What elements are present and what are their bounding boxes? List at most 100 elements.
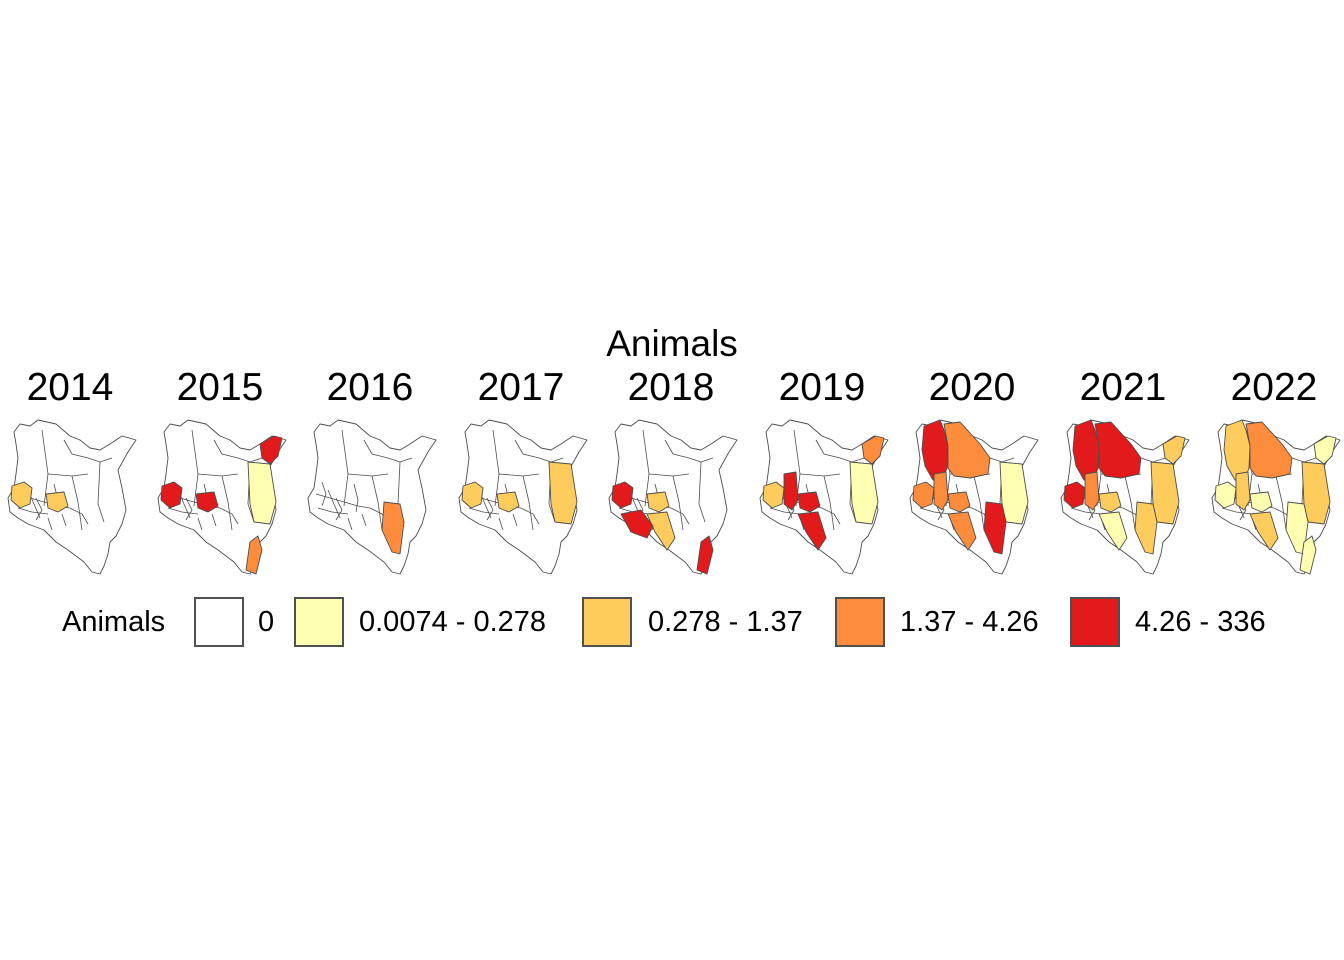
kenya-map-2022 [1211, 419, 1341, 575]
country-outline [608, 419, 738, 575]
country-outline [7, 419, 137, 575]
county-boundary [522, 475, 534, 531]
map-panel-2022: 2022 [1204, 365, 1344, 577]
county-rift [783, 471, 799, 511]
county-boundary [317, 507, 349, 515]
county-west [1214, 481, 1237, 509]
county-boundary [71, 475, 83, 531]
county-boundary [17, 507, 49, 515]
kenya-map-2021 [1060, 419, 1190, 575]
county-south [797, 511, 827, 551]
county-boundary [672, 475, 684, 531]
panel-year-label: 2018 [627, 366, 715, 409]
county-boundary [167, 507, 199, 515]
county-west [611, 481, 634, 509]
county-south [1249, 511, 1279, 551]
county-boundary [498, 517, 504, 531]
county-boundary [185, 497, 193, 521]
country-outline [458, 419, 588, 575]
panel-year-label: 2015 [176, 366, 264, 409]
county-boundary [219, 507, 239, 525]
panel-year-label: 2021 [1079, 366, 1167, 409]
county-boundary [371, 475, 383, 531]
county-boundary [61, 513, 67, 527]
panel-year-label: 2016 [326, 366, 414, 409]
county-boundary [514, 439, 540, 459]
county-east [247, 461, 277, 525]
county-boundary [1221, 507, 1253, 515]
county-boundary [353, 483, 359, 513]
figure-title: Animals [606, 323, 738, 364]
legend-label-2: 0.278 - 1.37 [648, 606, 803, 638]
panel-year-label: 2020 [928, 366, 1016, 409]
county-rift [1235, 471, 1251, 511]
county-north [1245, 421, 1293, 479]
county-southwest [620, 509, 654, 539]
kenya-map-2019 [759, 419, 889, 575]
map-panel-2015: 2015 [150, 365, 290, 577]
county-west [762, 481, 785, 509]
county-south [646, 511, 676, 551]
legend-label-3: 1.37 - 4.26 [900, 606, 1039, 638]
county-boundary [221, 475, 233, 531]
county-boundary [664, 439, 690, 459]
panel-year-label: 2022 [1230, 366, 1318, 409]
legend-label-4: 4.26 - 336 [1135, 606, 1266, 638]
map-panel-2020: 2020 [902, 365, 1042, 577]
county-boundary [347, 517, 353, 531]
county-central [1249, 491, 1273, 513]
county-boundary [670, 507, 690, 525]
county-south [1098, 511, 1128, 551]
county-southeast [983, 501, 1007, 555]
county-central [947, 491, 971, 513]
county-boundary [520, 507, 540, 525]
county-boundary [97, 461, 105, 523]
county-boundary [197, 517, 203, 531]
county-east [548, 461, 578, 525]
county-west [10, 481, 33, 509]
county-west [461, 481, 484, 509]
county-boundary [1070, 507, 1102, 515]
county-coast [245, 535, 263, 575]
map-panel-2021: 2021 [1053, 365, 1193, 577]
map-panel-2014: 2014 [0, 365, 140, 577]
legend-key-3 [835, 597, 885, 647]
county-southeast [381, 501, 405, 555]
legend-key-4 [1070, 597, 1120, 647]
county-northeast [861, 435, 885, 465]
county-boundary [821, 507, 841, 525]
county-coast [1299, 535, 1317, 575]
legend-title: Animals [62, 606, 166, 638]
county-rift [933, 471, 949, 511]
country-outline [157, 419, 287, 575]
county-east [849, 461, 879, 525]
county-boundary [815, 439, 841, 459]
legend-label-1: 0.0074 - 0.278 [359, 606, 547, 638]
county-south [947, 511, 977, 551]
county-boundary [335, 497, 343, 521]
map-panel-2019: 2019 [752, 365, 892, 577]
country-outline [307, 419, 437, 575]
county-boundary [468, 507, 500, 515]
legend-label-0: 0 [258, 606, 275, 638]
county-boundary [63, 439, 89, 459]
county-west [160, 481, 183, 509]
panel-year-label: 2019 [778, 366, 866, 409]
county-central [797, 491, 821, 513]
county-west [1063, 481, 1086, 509]
county-coast [696, 535, 714, 575]
county-northeast [1162, 435, 1186, 465]
county-boundary [512, 513, 518, 527]
county-rift [1084, 471, 1100, 511]
map-panel-2016: 2016 [300, 365, 440, 577]
county-boundary [823, 475, 835, 531]
map-panel-2017: 2017 [451, 365, 591, 577]
county-central [45, 491, 69, 513]
country-outline [759, 419, 889, 575]
panel-year-label: 2014 [26, 366, 114, 409]
county-west [912, 481, 935, 509]
kenya-map-2018 [608, 419, 738, 575]
county-central [195, 491, 219, 513]
kenya-map-2017 [458, 419, 588, 575]
legend-key-0 [194, 597, 244, 647]
